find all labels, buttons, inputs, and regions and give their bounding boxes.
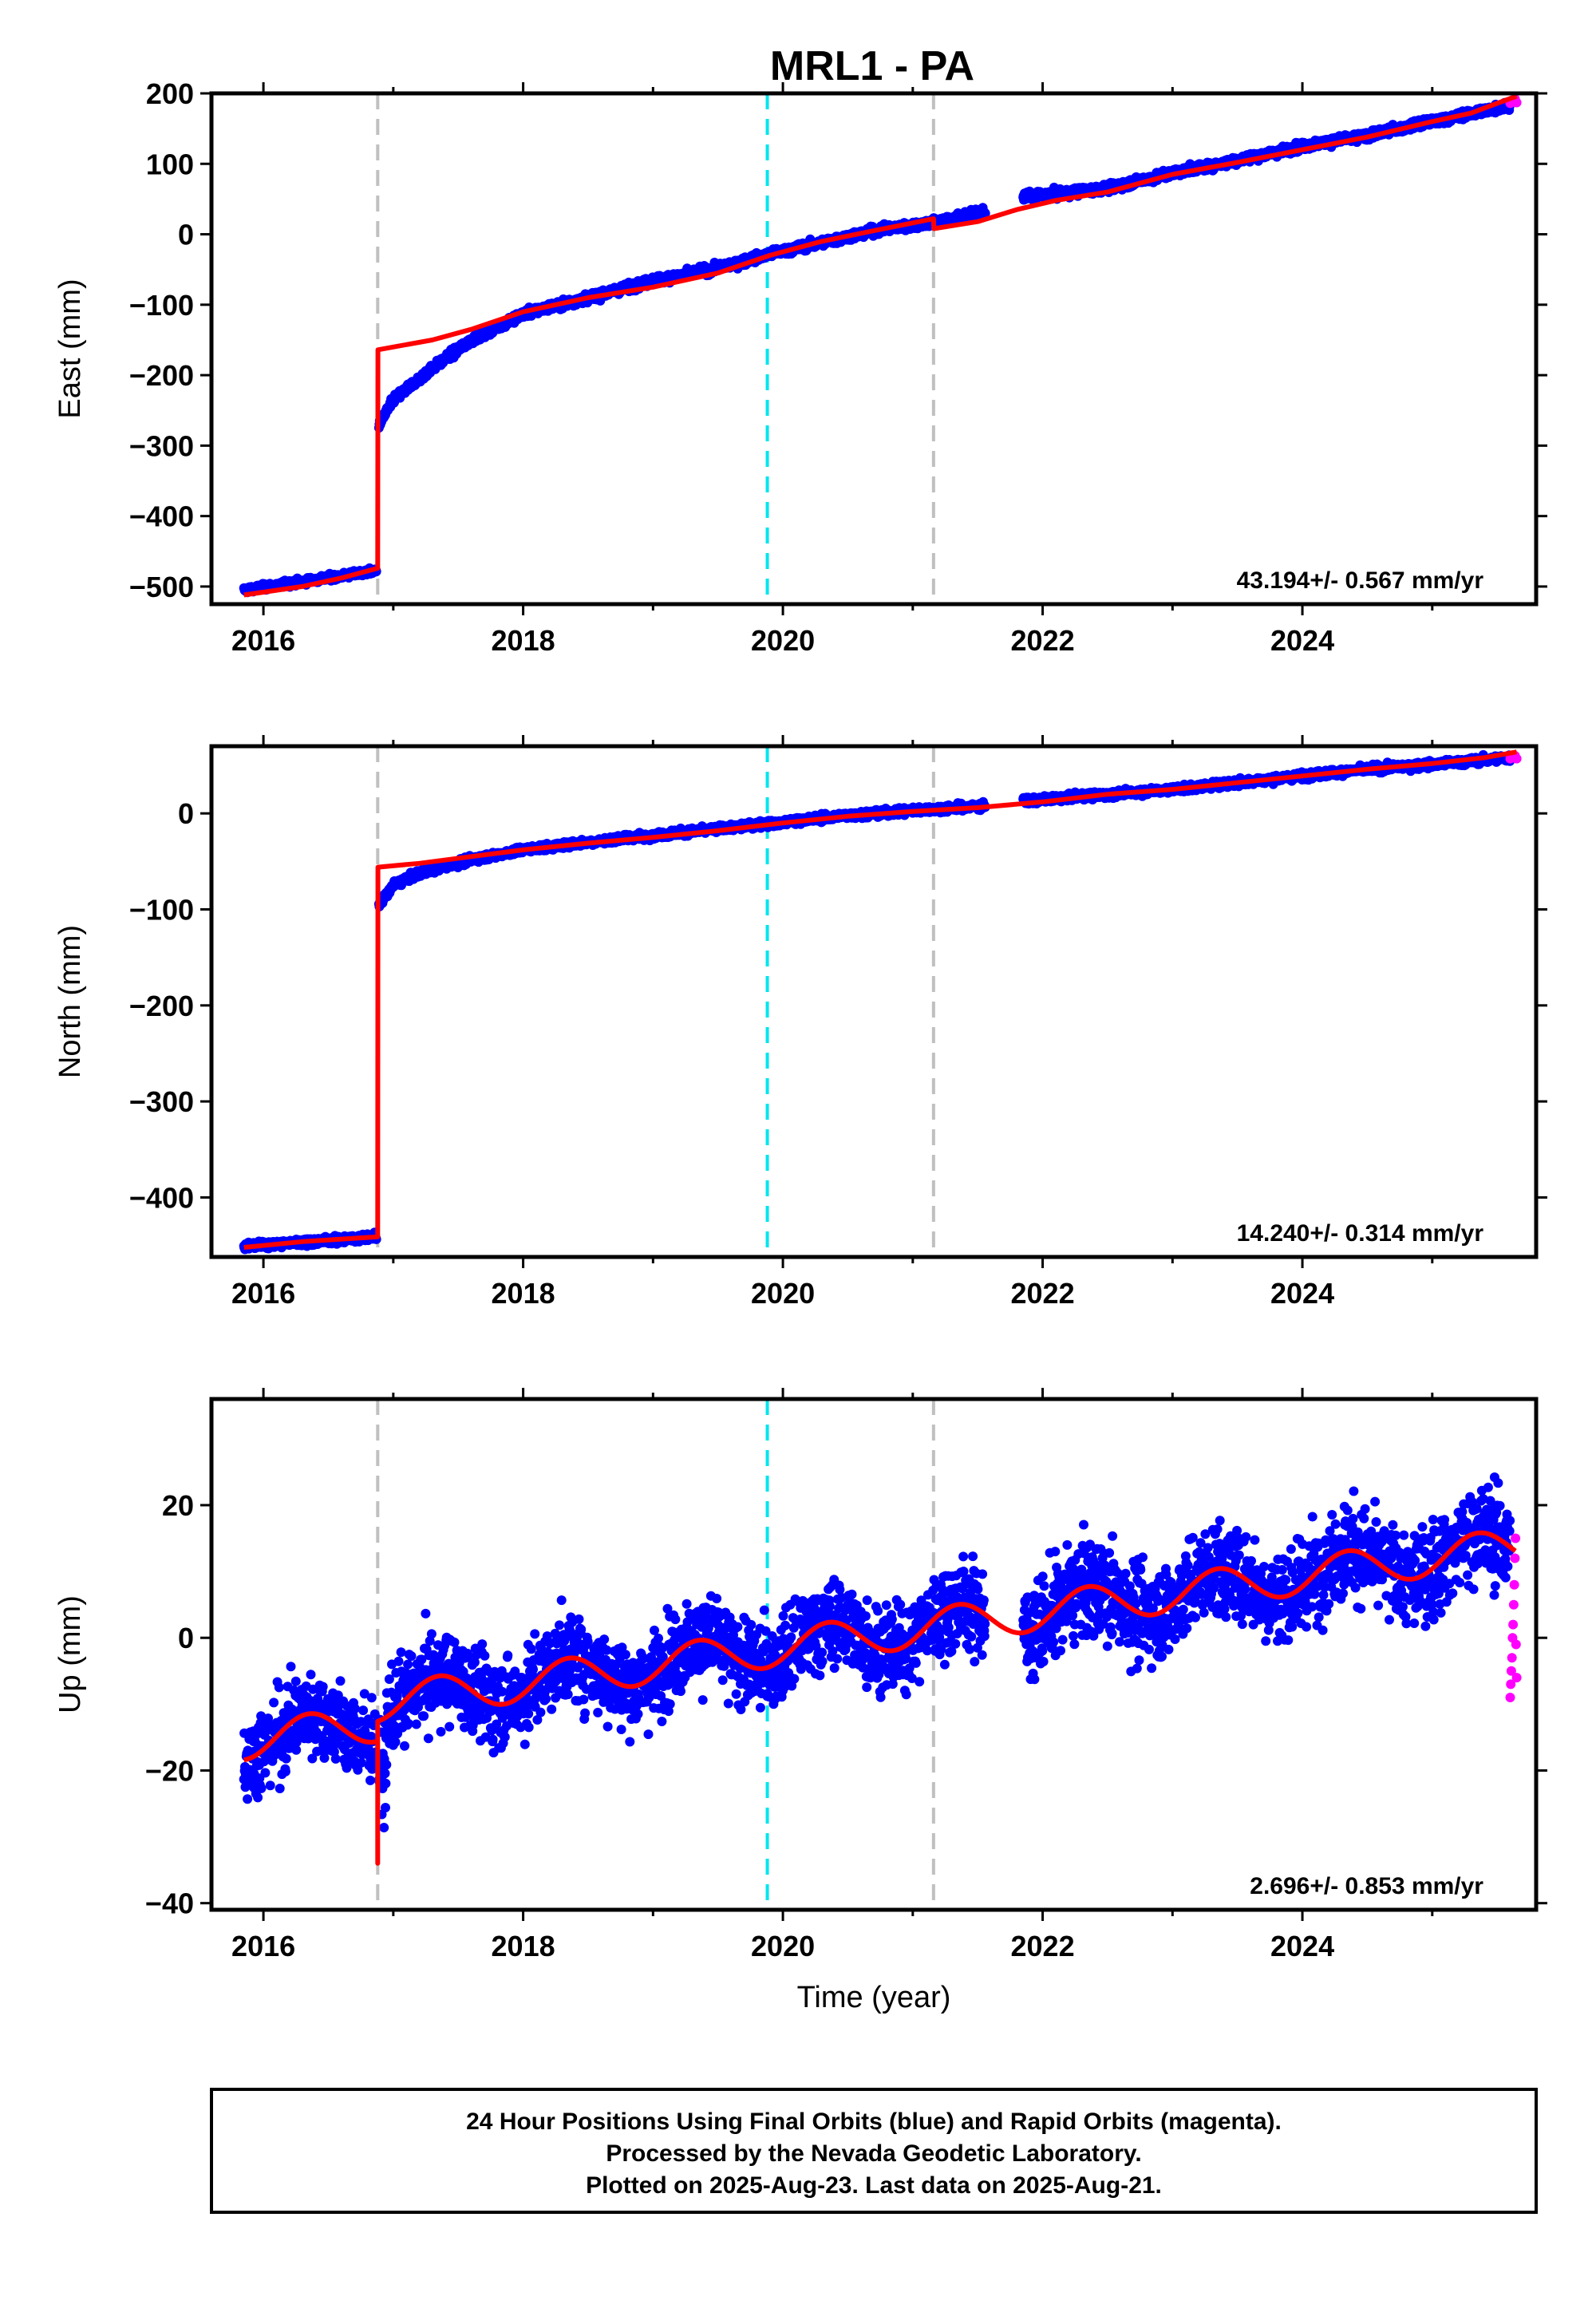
final-orbit-point xyxy=(980,208,990,219)
y-tick-label: 200 xyxy=(146,77,194,110)
plot-area-north xyxy=(239,746,1522,1257)
x-tick-label: 2016 xyxy=(231,624,295,657)
x-tick-label: 2018 xyxy=(492,624,555,657)
rate-label: 43.194+/- 0.567 mm/yr xyxy=(1237,567,1484,594)
y-tick-label: −100 xyxy=(129,289,194,322)
rapid-orbit-point xyxy=(1511,97,1522,108)
y-tick-label: −200 xyxy=(129,359,194,392)
final-orbit-points xyxy=(239,749,1515,1255)
y-axis-title: East (mm) xyxy=(53,279,87,418)
y-tick-label: 0 xyxy=(178,219,194,251)
y-tick-label: −500 xyxy=(129,571,194,603)
final-orbit-points xyxy=(239,97,1515,598)
x-tick-label: 2024 xyxy=(1270,624,1334,657)
y-tick-label: 100 xyxy=(146,148,194,180)
panel-east: −500 −400 −300 −200 −100 0 100 200 2016 2018 2020 2… xyxy=(53,77,1547,657)
y-tick-label: −400 xyxy=(129,500,194,533)
x-tick-label: 2022 xyxy=(1011,624,1075,657)
plot-area-east xyxy=(239,93,1522,604)
model-line xyxy=(243,93,1518,598)
panels: −500 −400 −300 −200 −100 0 100 200 2016 2018 2020 2… xyxy=(53,77,1547,2014)
plot-frame xyxy=(209,91,1539,607)
figure-title: MRL1 - PA xyxy=(770,43,974,89)
x-tick-label: 2020 xyxy=(751,624,815,657)
y-tick-label: −300 xyxy=(129,429,194,462)
